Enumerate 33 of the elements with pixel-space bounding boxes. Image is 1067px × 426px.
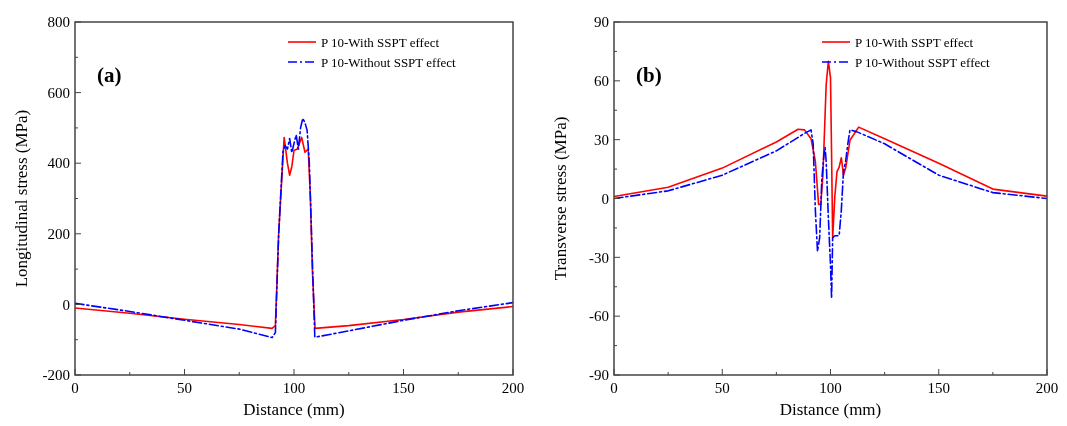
y-tick-label: 30 [594,131,609,148]
legend-label: P 10-With SSPT effect [321,34,440,50]
y-tick-label: 800 [47,14,70,31]
y-tick-label: 200 [47,226,70,243]
x-tick-label: 50 [177,380,192,396]
legend-label: P 10-With SSPT effect [855,34,974,50]
y-tick-label: -200 [42,367,70,384]
line-series [614,129,1047,300]
x-tick-label: 150 [392,380,415,396]
x-tick-label: 50 [714,380,730,396]
y-tick-label: 600 [47,84,70,101]
x-tick-label: 150 [927,380,950,396]
y-axis-title: Transverse stress (MPa) [551,116,570,281]
y-tick-label: 0 [62,296,70,313]
x-axis-title: Distance (mm) [243,400,345,419]
annotation: (b) [636,63,662,87]
x-tick-label: 200 [501,380,525,396]
legend-label: P 10-Without SSPT effect [321,54,457,70]
legend-label: P 10-Without SSPT effect [855,54,991,70]
y-tick-label: 400 [47,155,70,172]
y-tick-label: 60 [594,73,609,90]
x-axis-title: Distance (mm) [779,400,882,419]
y-tick-label: -60 [589,308,609,325]
annotation: (a) [97,63,122,87]
y-tick-label: 90 [594,14,609,31]
y-axis-title: Longitudinal stress (MPa) [12,109,31,288]
x-tick-label: 200 [1035,380,1059,396]
x-tick-label: 100 [282,380,306,396]
x-tick-label: 100 [819,380,842,396]
y-tick-label: 0 [601,190,609,207]
line-series [614,60,1047,239]
y-tick-label: -90 [589,367,609,384]
y-tick-label: -30 [589,249,609,266]
